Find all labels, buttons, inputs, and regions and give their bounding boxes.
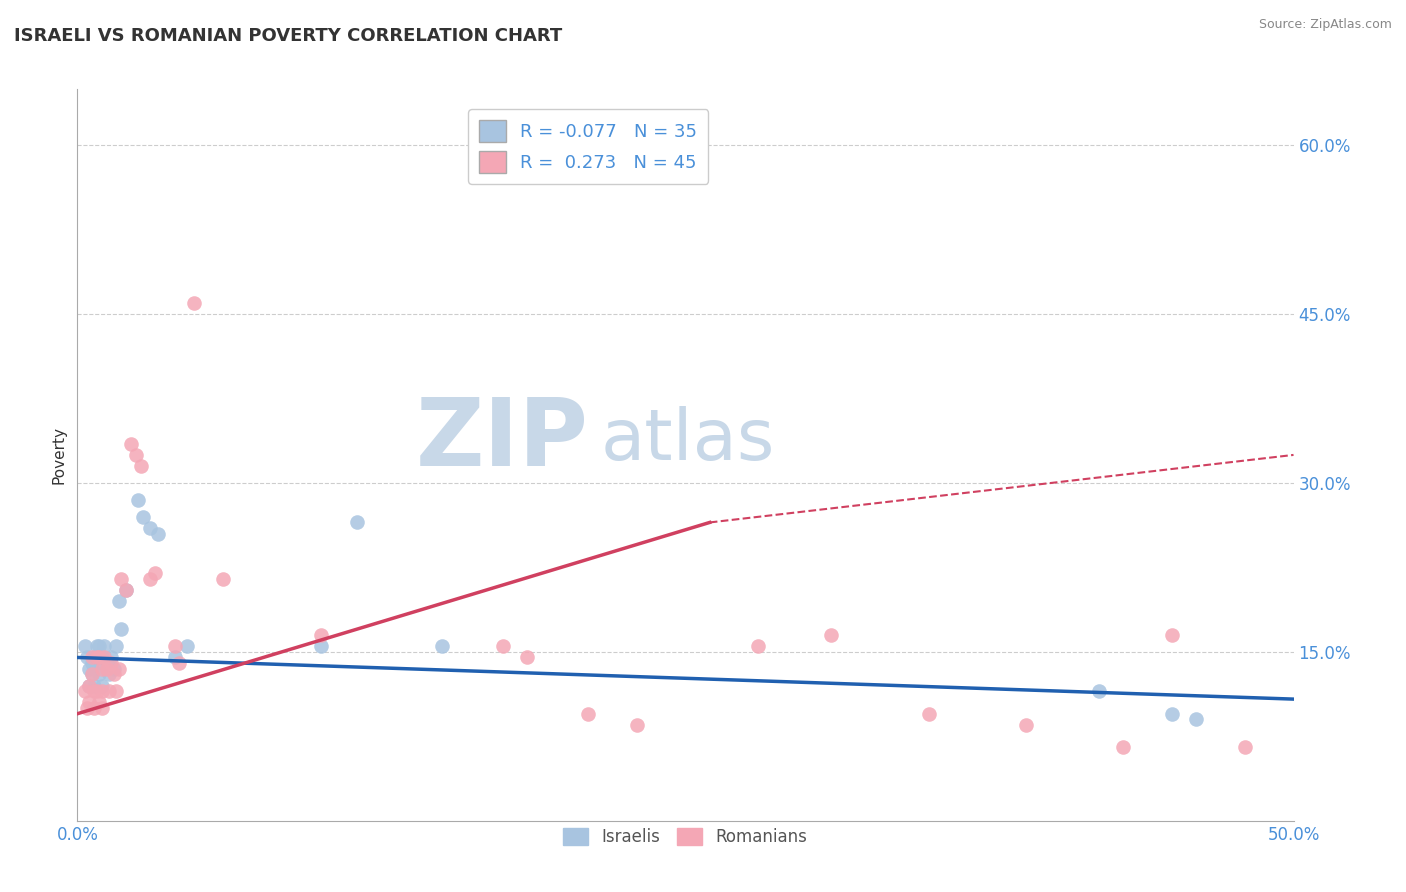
Point bbox=[747, 639, 769, 653]
Point bbox=[516, 650, 538, 665]
Point bbox=[89, 650, 111, 665]
Point bbox=[163, 650, 186, 665]
Y-axis label: Poverty: Poverty bbox=[51, 425, 66, 484]
Point bbox=[89, 696, 111, 710]
Point bbox=[79, 679, 101, 693]
Text: ISRAELI VS ROMANIAN POVERTY CORRELATION CHART: ISRAELI VS ROMANIAN POVERTY CORRELATION … bbox=[14, 27, 562, 45]
Point bbox=[132, 509, 155, 524]
Point bbox=[1161, 628, 1184, 642]
Point bbox=[1161, 706, 1184, 721]
Point bbox=[80, 650, 103, 665]
Point bbox=[143, 566, 166, 580]
Point bbox=[73, 639, 96, 653]
Point bbox=[86, 684, 108, 698]
Point bbox=[115, 582, 138, 597]
Point bbox=[93, 650, 115, 665]
Point bbox=[169, 656, 191, 670]
Point bbox=[346, 516, 368, 530]
Point bbox=[93, 639, 115, 653]
Point bbox=[626, 718, 648, 732]
Point bbox=[576, 706, 599, 721]
Point bbox=[139, 521, 162, 535]
Point bbox=[107, 594, 129, 608]
Point bbox=[309, 639, 332, 653]
Legend: Israelis, Romanians: Israelis, Romanians bbox=[557, 821, 814, 853]
Point bbox=[79, 662, 101, 676]
Point bbox=[86, 639, 108, 653]
Point bbox=[103, 667, 125, 681]
Point bbox=[1015, 718, 1038, 732]
Point bbox=[430, 639, 453, 653]
Point bbox=[100, 656, 122, 670]
Point bbox=[83, 684, 105, 698]
Point bbox=[105, 639, 128, 653]
Point bbox=[90, 679, 112, 693]
Point bbox=[105, 684, 128, 698]
Point bbox=[79, 696, 101, 710]
Point bbox=[1185, 712, 1208, 726]
Point bbox=[73, 684, 96, 698]
Point bbox=[76, 701, 98, 715]
Point bbox=[80, 667, 103, 681]
Point bbox=[110, 572, 132, 586]
Point bbox=[176, 639, 198, 653]
Point bbox=[125, 448, 148, 462]
Point bbox=[309, 628, 332, 642]
Point bbox=[79, 679, 101, 693]
Point bbox=[90, 684, 112, 698]
Point bbox=[97, 684, 120, 698]
Point bbox=[183, 296, 205, 310]
Point bbox=[97, 667, 120, 681]
Point bbox=[127, 492, 149, 507]
Point bbox=[96, 656, 118, 670]
Point bbox=[83, 701, 105, 715]
Point bbox=[90, 701, 112, 715]
Point bbox=[83, 679, 105, 693]
Point bbox=[492, 639, 515, 653]
Point bbox=[107, 662, 129, 676]
Point bbox=[80, 656, 103, 670]
Point bbox=[212, 572, 235, 586]
Point bbox=[80, 667, 103, 681]
Point bbox=[103, 662, 125, 676]
Text: Source: ZipAtlas.com: Source: ZipAtlas.com bbox=[1258, 18, 1392, 31]
Point bbox=[110, 623, 132, 637]
Point bbox=[139, 572, 162, 586]
Point bbox=[90, 650, 112, 665]
Point bbox=[120, 436, 142, 450]
Point bbox=[1112, 740, 1135, 755]
Point bbox=[83, 650, 105, 665]
Point bbox=[86, 650, 108, 665]
Point bbox=[115, 582, 138, 597]
Text: atlas: atlas bbox=[600, 406, 775, 475]
Point bbox=[163, 639, 186, 653]
Point bbox=[89, 667, 111, 681]
Point bbox=[918, 706, 941, 721]
Point bbox=[100, 650, 122, 665]
Point bbox=[1233, 740, 1256, 755]
Point bbox=[76, 650, 98, 665]
Point bbox=[90, 662, 112, 676]
Point bbox=[820, 628, 842, 642]
Point bbox=[146, 526, 169, 541]
Point bbox=[96, 662, 118, 676]
Point bbox=[86, 656, 108, 670]
Text: ZIP: ZIP bbox=[415, 394, 588, 486]
Point bbox=[89, 639, 111, 653]
Point bbox=[1088, 684, 1111, 698]
Point bbox=[129, 459, 152, 474]
